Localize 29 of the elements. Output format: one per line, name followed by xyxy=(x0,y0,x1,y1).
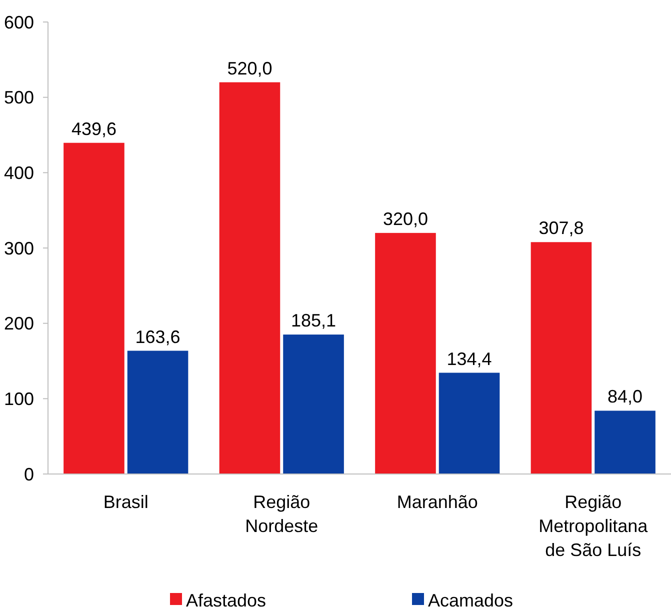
bar xyxy=(594,410,656,474)
y-tick-label: 400 xyxy=(4,162,34,183)
data-label: 439,6 xyxy=(71,118,116,139)
bar xyxy=(64,142,124,474)
data-label: 163,6 xyxy=(135,326,180,347)
data-label: 84,0 xyxy=(608,386,643,407)
x-tick-label: Maranhão xyxy=(396,492,478,512)
legend-label: Afastados xyxy=(186,590,266,610)
data-label: 185,1 xyxy=(291,310,336,331)
bar xyxy=(219,82,280,474)
legend-label: Acamados xyxy=(428,590,514,610)
y-tick-label: 500 xyxy=(4,88,34,108)
data-label: 520,0 xyxy=(227,58,272,78)
y-tick-label: 100 xyxy=(4,388,34,409)
bar xyxy=(438,372,500,474)
y-tick-label: 0 xyxy=(24,464,34,484)
x-tick-label: Brasil xyxy=(103,492,148,512)
x-tick-label: Região Metropolitana de São Luís xyxy=(538,492,649,560)
bar xyxy=(127,350,188,474)
y-tick-label: 600 xyxy=(4,12,34,32)
bar xyxy=(530,242,592,474)
bar xyxy=(283,334,344,474)
x-tick-label: Região Nordeste xyxy=(245,492,318,536)
data-label: 307,8 xyxy=(538,218,584,238)
data-label: 320,0 xyxy=(382,208,428,229)
y-tick-label: 300 xyxy=(4,238,34,258)
data-label: 134,4 xyxy=(446,348,492,369)
y-tick-label: 200 xyxy=(4,314,34,334)
bar xyxy=(375,232,436,474)
